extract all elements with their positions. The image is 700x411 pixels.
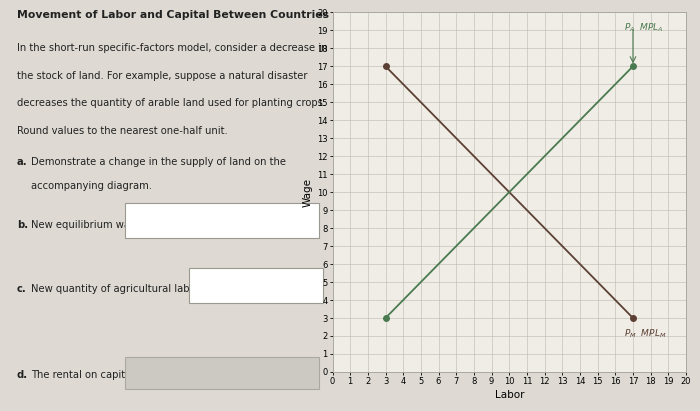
Text: accompanying diagram.: accompanying diagram. — [31, 181, 152, 191]
Text: New equilibrium wage:: New equilibrium wage: — [31, 220, 146, 230]
Text: Round values to the nearest one-half unit.: Round values to the nearest one-half uni… — [17, 126, 228, 136]
Text: d.: d. — [17, 370, 28, 380]
Text: the stock of land. For example, suppose a natural disaster: the stock of land. For example, suppose … — [17, 71, 307, 81]
Text: Movement of Labor and Capital Between Countries: Movement of Labor and Capital Between Co… — [17, 10, 329, 20]
Text: $P_M$  $MPL_M$: $P_M$ $MPL_M$ — [624, 327, 666, 339]
FancyBboxPatch shape — [125, 357, 319, 389]
Text: New quantity of agricultural labor:: New quantity of agricultural labor: — [31, 284, 203, 294]
Text: In the short-run specific-factors model, consider a decrease in: In the short-run specific-factors model,… — [17, 43, 327, 53]
Y-axis label: Wage: Wage — [303, 178, 313, 207]
FancyBboxPatch shape — [125, 203, 319, 238]
Text: The rental on capital will: The rental on capital will — [31, 370, 154, 380]
Text: $P_A$  $MPL_A$: $P_A$ $MPL_A$ — [624, 21, 664, 34]
Text: c.: c. — [17, 284, 27, 294]
Text: a.: a. — [17, 157, 27, 167]
FancyBboxPatch shape — [189, 268, 323, 303]
Text: Demonstrate a change in the supply of land on the: Demonstrate a change in the supply of la… — [31, 157, 286, 167]
X-axis label: Labor: Labor — [494, 390, 524, 400]
Text: b.: b. — [17, 220, 28, 230]
Text: decreases the quantity of arable land used for planting crops.: decreases the quantity of arable land us… — [17, 98, 326, 108]
